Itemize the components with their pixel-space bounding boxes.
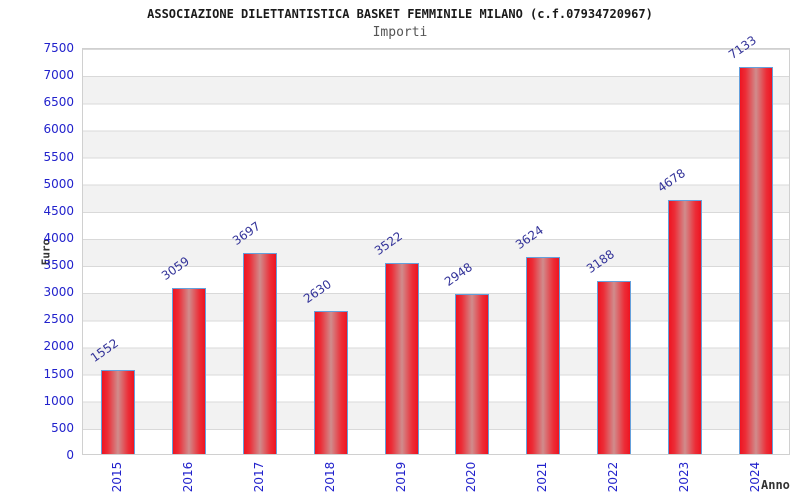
x-tick-label: 2015 <box>110 461 125 493</box>
bar-value-label: 3697 <box>229 219 264 249</box>
bar-value-label: 3059 <box>159 254 193 283</box>
x-tick-label: 2021 <box>535 461 550 493</box>
bar-2018 <box>313 311 348 454</box>
bar-value-label: 2948 <box>442 260 476 290</box>
x-tick-label: 2018 <box>322 461 337 493</box>
bar-value-label: 3624 <box>513 223 547 253</box>
bar-2020 <box>455 294 490 454</box>
bar-2022 <box>597 281 631 454</box>
bar-2015 <box>101 369 136 454</box>
y-tick-label: 4000 <box>43 230 74 245</box>
bar-value-label: 3522 <box>371 228 405 258</box>
y-tick-label: 2000 <box>43 339 74 354</box>
y-tick-label: 3000 <box>43 285 74 300</box>
y-tick-label: 7000 <box>43 68 74 83</box>
x-tick-label: 2022 <box>606 461 620 493</box>
bar-value-label: 4678 <box>654 166 688 196</box>
y-tick-label: 2500 <box>43 312 74 327</box>
x-tick-label: 2016 <box>181 461 196 493</box>
y-tick-label: 7500 <box>43 41 74 55</box>
y-tick-label: 500 <box>51 420 74 435</box>
chart-subtitle: Importi <box>372 25 428 40</box>
y-tick-label: 1500 <box>43 366 74 381</box>
bar-2016 <box>172 288 207 454</box>
x-tick-label: 2019 <box>393 461 408 493</box>
y-tick-label: 3500 <box>43 258 74 273</box>
bar-2019 <box>384 262 419 454</box>
y-tick-label: 5500 <box>43 149 74 164</box>
x-axis-label: Anno <box>761 478 790 492</box>
y-tick-label: 1000 <box>43 393 74 408</box>
bar-2024 <box>738 66 773 454</box>
x-tick-label: 2024 <box>747 461 762 493</box>
bar-2023 <box>667 200 702 454</box>
bar-value-label: 2630 <box>300 277 334 307</box>
y-tick-label: 5000 <box>43 176 74 191</box>
plot-area: 1552 3059 3697 2630 3522 2948 3624 3188 4678 7133 <box>82 33 790 455</box>
bar-2017 <box>243 253 277 454</box>
bar-value-label: 3188 <box>583 247 618 276</box>
x-tick-label: 2020 <box>464 461 479 493</box>
y-tick-label: 6500 <box>43 95 74 110</box>
bar-value-label: 1552 <box>88 335 122 365</box>
chart-title: ASSOCIAZIONE DILETTANTISTICA BASKET FEMM… <box>147 7 653 21</box>
x-tick-label: 2023 <box>676 461 691 493</box>
x-tick-label: 2017 <box>252 461 266 493</box>
y-tick-label: 4500 <box>43 203 74 218</box>
y-tick-label: 6000 <box>43 122 74 137</box>
y-tick-label: 0 <box>66 448 74 462</box>
bar-2021 <box>526 257 561 454</box>
